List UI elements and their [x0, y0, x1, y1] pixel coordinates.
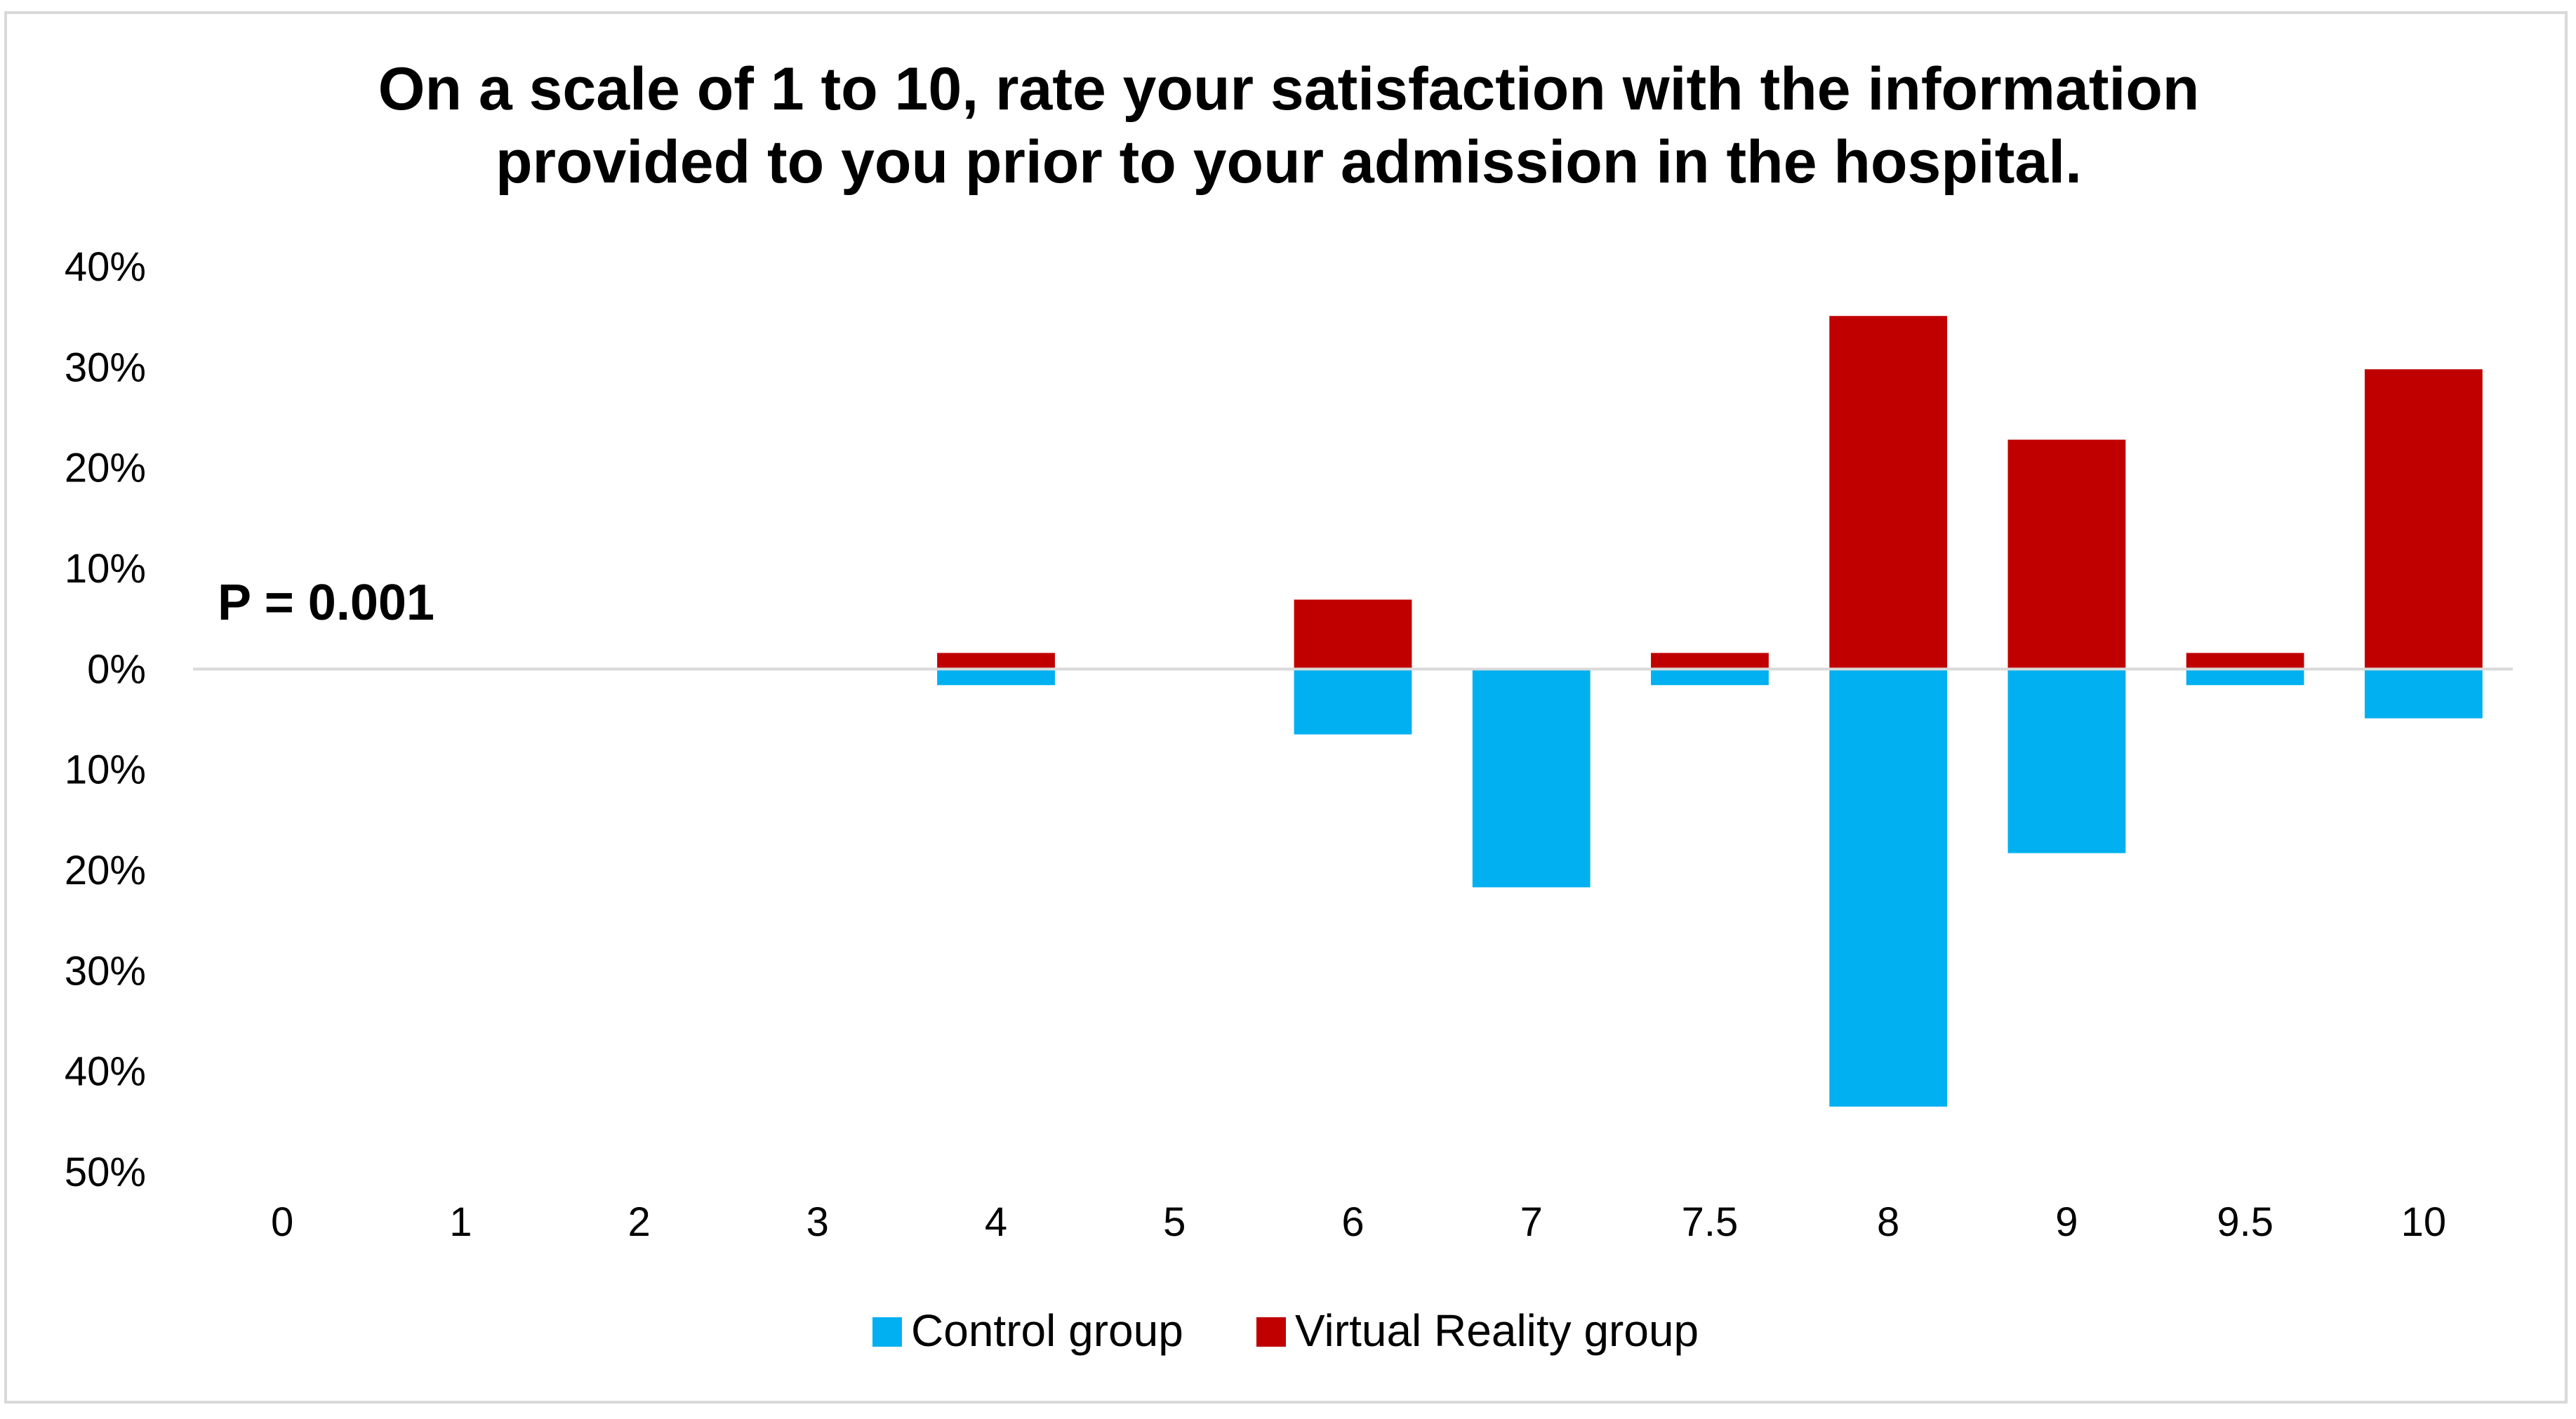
y-tick-label: 30%	[65, 948, 146, 994]
y-tick-label: 10%	[65, 747, 146, 793]
x-tick-label: 3	[806, 1199, 829, 1245]
x-tick-label: 1	[449, 1199, 472, 1245]
y-tick-label: 40%	[65, 1049, 146, 1095]
bar-control-9.5	[2186, 669, 2304, 686]
y-tick-label: 40%	[65, 244, 146, 290]
x-tick-label: 0	[271, 1199, 293, 1245]
legend-swatch-control	[872, 1317, 902, 1347]
legend-swatch-vr	[1256, 1317, 1286, 1347]
chart-frame: On a scale of 1 to 10, rate your satisfa…	[4, 11, 2568, 1404]
bar-vr-10	[2364, 369, 2483, 669]
bars	[937, 316, 2483, 1107]
chart-title-line-1: On a scale of 1 to 10, rate your satisfa…	[378, 55, 2200, 123]
x-tick-label: 9	[2055, 1199, 2078, 1245]
bar-vr-6	[1294, 599, 1412, 669]
y-axis-ticks: 40% 30% 20% 10% 0% 10% 20% 30% 40% 50%	[65, 244, 146, 1195]
bar-control-7.5	[1651, 669, 1769, 686]
legend: Control group Virtual Reality group	[872, 1305, 1699, 1356]
bar-control-8	[1829, 669, 1948, 1107]
x-tick-label: 9.5	[2217, 1199, 2273, 1245]
bar-vr-9	[2007, 439, 2126, 669]
x-tick-label: 8	[1877, 1199, 1899, 1245]
bar-control-9	[2007, 669, 2126, 853]
legend-label-control: Control group	[911, 1305, 1183, 1356]
bar-vr-9.5	[2186, 653, 2304, 669]
x-tick-label: 6	[1341, 1199, 1364, 1245]
y-tick-label: 10%	[65, 546, 146, 592]
y-tick-label: 20%	[65, 848, 146, 893]
x-tick-label: 4	[985, 1199, 1007, 1245]
x-tick-label: 2	[628, 1199, 650, 1245]
x-tick-label: 10	[2401, 1199, 2447, 1245]
y-tick-label: 50%	[65, 1150, 146, 1195]
bar-control-10	[2364, 669, 2483, 719]
x-tick-label: 5	[1163, 1199, 1186, 1245]
x-tick-label: 7	[1520, 1199, 1543, 1245]
x-tick-label: 7.5	[1682, 1199, 1739, 1245]
bar-control-4	[937, 669, 1055, 686]
y-tick-label: 20%	[65, 446, 146, 491]
chart-svg: On a scale of 1 to 10, rate your satisfa…	[65, 55, 2513, 1356]
bar-vr-4	[937, 653, 1055, 669]
bar-vr-7.5	[1651, 653, 1769, 669]
y-tick-label: 0%	[87, 646, 146, 692]
y-tick-label: 30%	[65, 345, 146, 390]
bar-control-6	[1294, 669, 1412, 735]
bar-control-7	[1472, 669, 1591, 888]
chart-title-line-2: provided to you prior to your admission …	[496, 128, 2082, 196]
x-axis-ticks: 0 1 2 3 4 5 6 7 7.5 8 9 9.5 10	[271, 1199, 2446, 1245]
bar-vr-8	[1829, 316, 1948, 669]
p-value-annotation: P = 0.001	[218, 575, 434, 631]
legend-label-vr: Virtual Reality group	[1295, 1305, 1699, 1356]
